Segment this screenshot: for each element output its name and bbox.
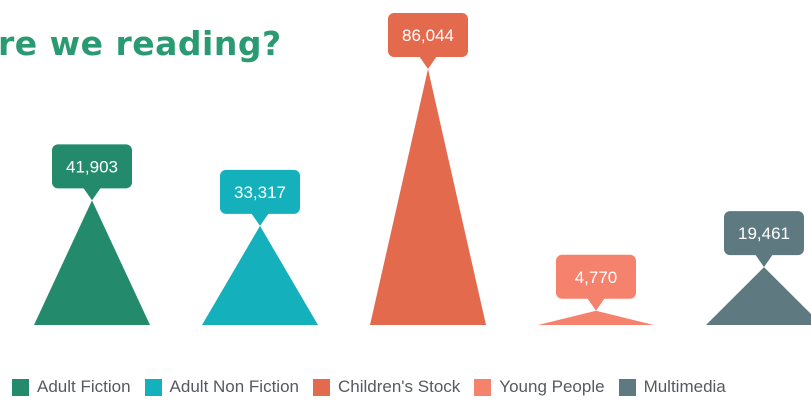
data-label-multimedia: 19,461 [738, 224, 790, 243]
bar-children-s-stock [370, 69, 486, 325]
legend-swatch-children-s-stock [313, 378, 330, 396]
legend-item-young-people: Young People [474, 377, 605, 397]
data-label-young-people: 4,770 [575, 268, 618, 287]
bar-adult-non-fiction [202, 225, 318, 325]
data-label-adult-fiction: 41,903 [66, 157, 118, 176]
bar-multimedia [706, 267, 811, 325]
data-label-pointer-adult-non-fiction [251, 212, 269, 226]
legend-label-adult-fiction: Adult Fiction [37, 377, 131, 396]
chart-title: re we reading? [0, 24, 282, 63]
legend-swatch-adult-fiction [12, 378, 29, 396]
data-label-pointer-multimedia [755, 254, 773, 268]
data-label-box-young-people [556, 254, 636, 299]
data-label-children-s-stock: 86,044 [402, 26, 454, 45]
bar-adult-fiction [34, 200, 150, 325]
legend-item-multimedia: Multimedia [618, 377, 726, 397]
data-label-pointer-children-s-stock [419, 56, 437, 69]
data-label-box-multimedia [724, 211, 804, 256]
data-label-pointer-adult-fiction [83, 187, 101, 201]
legend-label-adult-non-fiction: Adult Non Fiction [169, 377, 299, 396]
legend-item-children-s-stock: Children's Stock [313, 377, 460, 397]
bar-young-people [538, 310, 654, 325]
legend-swatch-multimedia [618, 378, 636, 396]
data-label-box-adult-fiction [52, 144, 132, 189]
legend-swatch-adult-non-fiction [144, 378, 162, 396]
legend-label-children-s-stock: Children's Stock [338, 377, 461, 396]
legend-item-adult-fiction: Adult Fiction [12, 377, 131, 397]
data-label-box-children-s-stock [388, 13, 468, 57]
legend-label-young-people: Young People [499, 377, 605, 396]
legend-label-multimedia: Multimedia [643, 377, 726, 396]
data-label-adult-non-fiction: 33,317 [234, 183, 286, 202]
data-label-box-adult-non-fiction [220, 169, 300, 214]
legend-swatch-young-people [474, 378, 492, 396]
legend-item-adult-non-fiction: Adult Non Fiction [144, 377, 299, 397]
data-label-pointer-young-people [587, 297, 605, 311]
legend: Adult Fiction Adult Non Fiction Children's… [12, 377, 726, 397]
